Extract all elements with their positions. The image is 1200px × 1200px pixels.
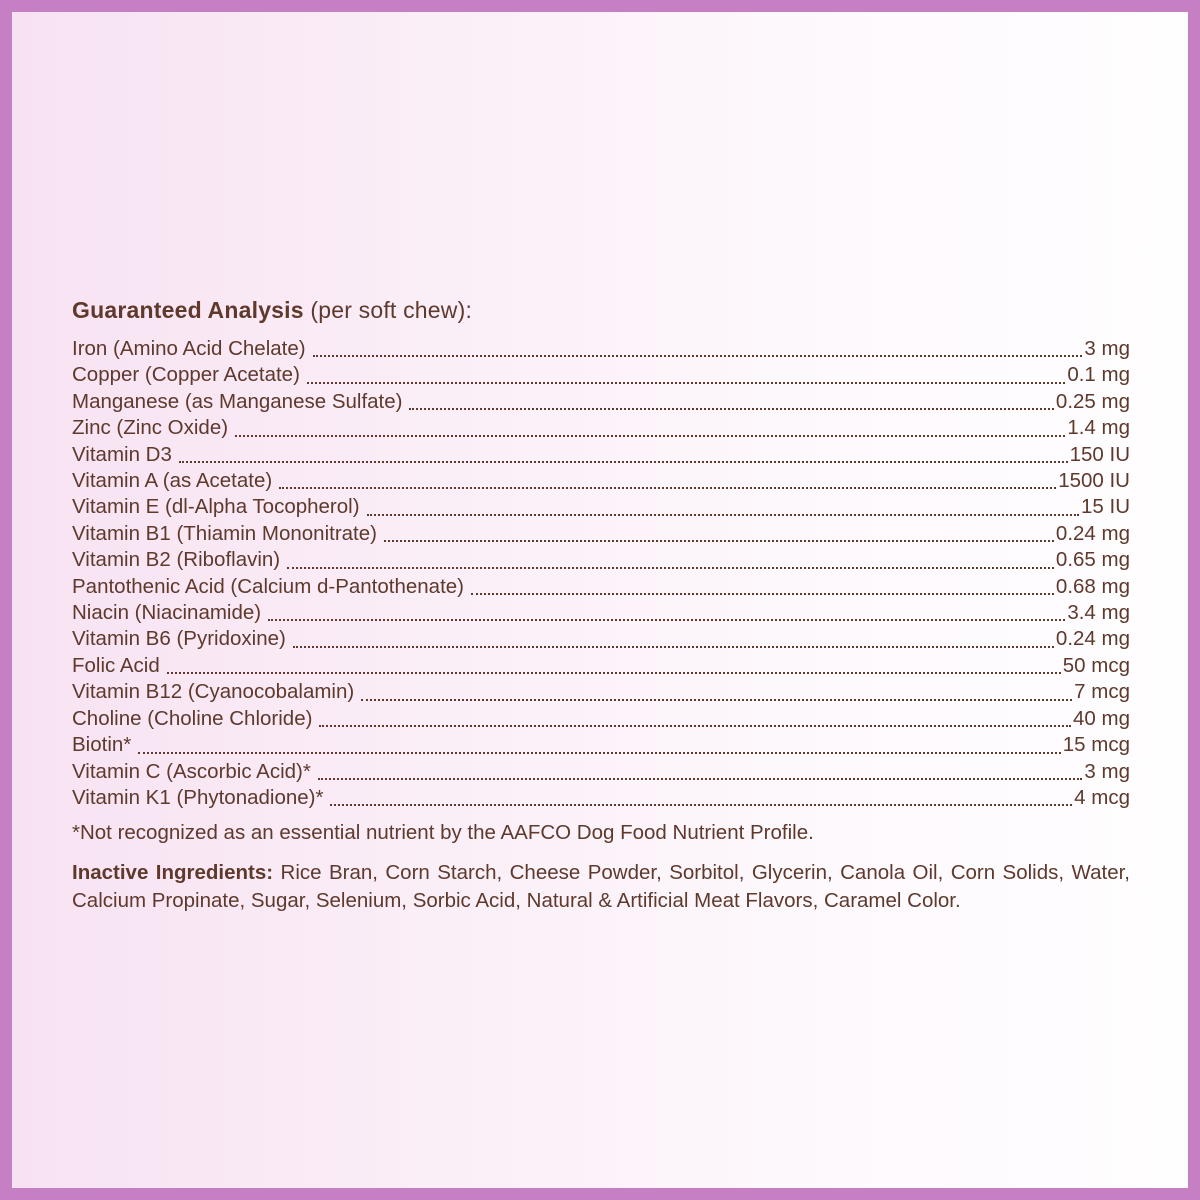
analysis-row: Vitamin B12 (Cyanocobalamin) 7 mcg [72,679,1130,705]
dotted-leader [138,751,1061,754]
inactive-ingredients-label: Inactive Ingredients: [72,861,274,885]
nutrient-value: 3 mg [1084,759,1130,783]
nutrient-value: 0.24 mg [1055,627,1130,651]
nutrient-name: Vitamin B2 (Riboflavin) [72,548,281,572]
nutrient-name: Vitamin B1 (Thiamin Mononitrate) [72,521,377,545]
nutrient-value: 3.4 mg [1067,601,1130,625]
nutrient-name: Vitamin B6 (Pyridoxine) [72,627,286,651]
analysis-row: Choline (Choline Chloride) 40 mg [72,706,1130,732]
analysis-row: Manganese (as Manganese Sulfate) 0.25 mg [72,389,1130,415]
dotted-leader [319,725,1072,728]
dotted-leader [268,619,1066,622]
nutrient-name: Biotin* [72,733,132,757]
dotted-leader [383,540,1054,543]
nutrient-name: Vitamin K1 (Phytonadione)* [72,785,324,809]
nutrient-value: 1500 IU [1058,469,1130,493]
aafco-footnote: *Not recognized as an essential nutrient… [72,821,814,845]
dotted-leader [317,777,1083,780]
inactive-ingredients-text: Rice Bran, Corn Starch, Cheese Powder, S… [72,861,1130,912]
nutrient-value: 1.4 mg [1067,416,1130,440]
dotted-leader [409,408,1054,411]
dotted-leader [330,804,1073,807]
nutrient-name: Vitamin C (Ascorbic Acid)* [72,759,311,783]
nutrient-name: Vitamin E (dl-Alpha Tocopherol) [72,495,360,519]
dotted-leader [279,487,1057,490]
dotted-leader [361,698,1073,701]
guaranteed-analysis-title: Guaranteed Analysis (per soft chew): [72,296,1130,324]
analysis-row: Vitamin A (as Acetate) 1500 IU [72,468,1130,494]
analysis-row: Niacin (Niacinamide) 3.4 mg [72,600,1130,626]
nutrient-name: Vitamin D3 [72,442,172,466]
nutrient-name: Choline (Choline Chloride) [72,706,313,730]
nutrient-value: 15 mcg [1062,733,1130,757]
dotted-leader [235,434,1066,437]
analysis-row: Vitamin B6 (Pyridoxine) 0.24 mg [72,626,1130,652]
dotted-leader [471,593,1054,596]
title-regular-text: (per soft chew): [303,297,473,323]
analysis-row: Vitamin B1 (Thiamin Mononitrate) 0.24 mg [72,521,1130,547]
dotted-leader [366,513,1079,516]
analysis-row: Vitamin C (Ascorbic Acid)* 3 mg [72,759,1130,785]
nutrient-value: 3 mg [1084,337,1130,360]
dotted-leader [287,566,1054,569]
nutrient-value: 50 mcg [1062,653,1130,677]
supplement-label: Guaranteed Analysis (per soft chew): Iro… [12,12,1188,1188]
dotted-leader [166,672,1061,675]
analysis-row: Vitamin D3 150 IU [72,442,1130,468]
nutrient-value: 15 IU [1081,495,1130,519]
nutrient-name: Copper (Copper Acetate) [72,363,300,387]
nutrient-name: Manganese (as Manganese Sulfate) [72,389,403,413]
analysis-row: Biotin* 15 mcg [72,732,1130,758]
nutrient-value: 7 mcg [1074,680,1130,704]
nutrient-value: 0.65 mg [1055,548,1130,572]
analysis-row: Zinc (Zinc Oxide) 1.4 mg [72,415,1130,441]
nutrient-value: 0.24 mg [1055,521,1130,545]
dotted-leader [292,645,1054,648]
nutrient-name: Vitamin B12 (Cyanocobalamin) [72,680,355,704]
title-bold-text: Guaranteed Analysis [72,297,304,323]
nutrient-value: 0.68 mg [1055,574,1130,598]
analysis-row: Iron (Amino Acid Chelate) 3 mg [72,336,1130,362]
nutrient-name: Zinc (Zinc Oxide) [72,416,229,440]
dotted-leader [306,381,1066,384]
nutrient-name: Niacin (Niacinamide) [72,601,262,625]
nutrient-name: Iron (Amino Acid Chelate) [72,337,306,360]
dotted-leader [178,461,1068,464]
analysis-list: Iron (Amino Acid Chelate) 3 mg Copper (C… [72,336,1130,811]
analysis-row: Pantothenic Acid (Calcium d-Pantothenate… [72,574,1130,600]
dotted-leader [312,355,1083,358]
analysis-row: Copper (Copper Acetate) 0.1 mg [72,362,1130,388]
inactive-ingredients: Inactive Ingredients: Rice Bran, Corn St… [72,859,1130,914]
nutrient-value: 0.25 mg [1055,389,1130,413]
nutrient-name: Folic Acid [72,653,160,677]
nutrient-value: 0.1 mg [1067,363,1130,387]
nutrient-value: 40 mg [1073,706,1130,730]
analysis-row: Vitamin E (dl-Alpha Tocopherol) 15 IU [72,494,1130,520]
nutrient-value: 150 IU [1069,442,1130,466]
analysis-row: Vitamin B2 (Riboflavin) 0.65 mg [72,547,1130,573]
analysis-row: Vitamin K1 (Phytonadione)* 4 mcg [72,785,1130,811]
analysis-row: Folic Acid 50 mcg [72,653,1130,679]
nutrient-name: Pantothenic Acid (Calcium d-Pantothenate… [72,574,465,598]
nutrient-name: Vitamin A (as Acetate) [72,469,273,493]
nutrient-value: 4 mcg [1074,785,1130,809]
